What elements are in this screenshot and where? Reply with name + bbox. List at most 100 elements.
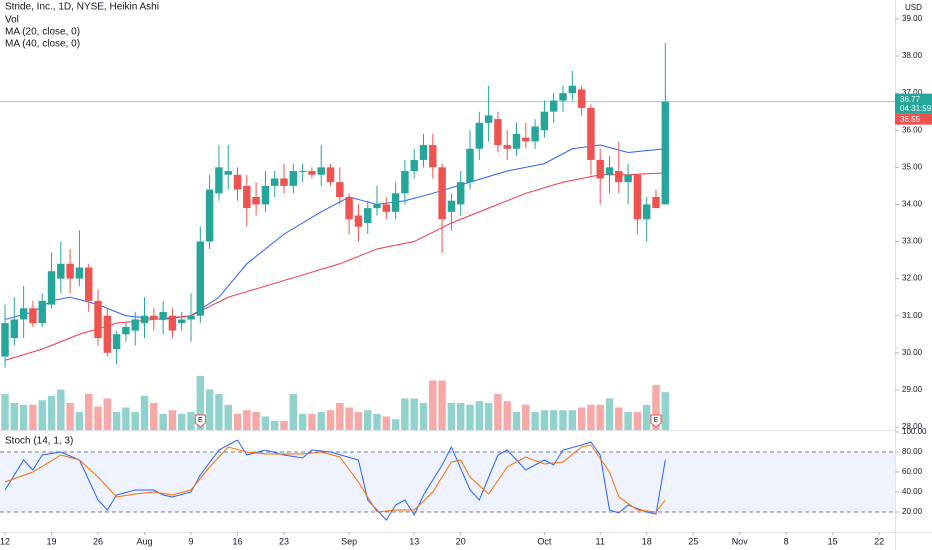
volume-bar	[243, 410, 251, 430]
candle-body	[57, 263, 65, 279]
volume-bar	[336, 403, 344, 430]
event-label: E	[198, 417, 203, 424]
volume-bar	[75, 412, 84, 430]
volume-bar	[652, 385, 660, 430]
volume-bar	[308, 413, 316, 430]
volume-bar	[1, 394, 9, 430]
candle-body	[391, 193, 400, 212]
candle-body	[624, 174, 632, 183]
x-tick-label: 20	[456, 536, 466, 546]
candle-body	[559, 93, 567, 101]
volume-bar	[484, 403, 493, 430]
chart-title: Stride, Inc., 1D, NYSE, Heikin Ashi	[5, 2, 159, 13]
candle-body	[75, 267, 84, 279]
candle-body	[363, 208, 372, 223]
candle-body	[596, 159, 604, 179]
candle-body	[66, 263, 74, 279]
volume-bar	[205, 389, 214, 430]
candle-body	[47, 271, 56, 305]
oscillator-band	[0, 452, 895, 512]
volume-bar	[298, 413, 307, 430]
y-tick-label: 20.00	[902, 507, 923, 516]
volume-bar	[215, 394, 223, 430]
candle-body	[112, 334, 121, 350]
moving-average-line	[4, 172, 666, 361]
volume-bar	[103, 398, 112, 430]
y-tick-label: 60.00	[902, 467, 923, 476]
volume-bar	[661, 392, 670, 430]
candle-body	[373, 204, 381, 209]
volume-bar	[289, 394, 298, 430]
volume-bar	[615, 407, 623, 430]
volume-bar	[549, 410, 558, 430]
y-tick-label: 30.00	[902, 348, 923, 357]
candle-body	[187, 315, 195, 320]
volume-bar	[456, 403, 465, 430]
candle-body	[494, 119, 502, 146]
volume-bar	[233, 413, 242, 430]
y-tick-label: 36.00	[902, 125, 923, 134]
volume-bar	[317, 412, 325, 430]
volume-bar	[261, 416, 270, 430]
x-tick-label: 16	[233, 536, 243, 546]
candle-body	[522, 137, 530, 142]
volume-bar	[633, 412, 642, 430]
volume-bar	[429, 380, 437, 430]
oscillator-line	[4, 444, 666, 513]
volume-bar	[382, 416, 391, 430]
candle-body	[19, 308, 28, 320]
candle-body	[419, 145, 428, 160]
candle-body	[568, 85, 577, 94]
candle-body	[308, 171, 316, 175]
x-tick-label: 25	[688, 536, 698, 546]
candle-body	[382, 204, 391, 212]
volume-bar	[642, 404, 651, 430]
volume-bar	[326, 410, 335, 430]
volume-bar	[522, 404, 530, 430]
volume-bar	[475, 401, 484, 430]
candle-body	[38, 300, 46, 324]
x-tick-label: 22	[874, 536, 884, 546]
candle-body	[438, 167, 446, 220]
volume-bar	[29, 404, 37, 430]
candle-body	[577, 89, 586, 108]
candle-body	[466, 148, 474, 183]
candle-body	[270, 178, 279, 186]
legend-item: MA (20, close, 0)	[5, 27, 80, 38]
candle-body	[652, 197, 660, 209]
candle-body	[159, 312, 167, 320]
volume-bar	[140, 395, 149, 430]
event-label: E	[654, 417, 659, 424]
candle-body	[354, 215, 363, 227]
volume-bar	[559, 410, 567, 430]
volume-bar	[177, 413, 186, 430]
candle-body	[661, 101, 670, 205]
candle-body	[289, 171, 298, 186]
volume-bar	[512, 412, 521, 430]
y-tick-label: 28.00	[902, 422, 923, 431]
volume-bar	[494, 394, 502, 430]
candle-body	[456, 182, 465, 205]
x-tick-label: 13	[409, 536, 419, 546]
candle-body	[512, 133, 521, 149]
candle-body	[150, 315, 158, 320]
candle-body	[298, 171, 307, 173]
event-marker	[650, 414, 662, 428]
candle-body	[168, 315, 177, 331]
volume-bar	[345, 407, 353, 430]
candle-body	[429, 145, 437, 168]
candle-body	[326, 167, 335, 183]
candle-body	[10, 319, 19, 338]
volume-bar	[112, 412, 121, 430]
volume-bar	[150, 403, 158, 430]
x-tick-label: 18	[642, 536, 652, 546]
volume-bar	[270, 421, 279, 430]
candle-body	[177, 319, 186, 324]
volume-bar	[66, 403, 74, 430]
close-marker-box	[895, 113, 932, 125]
candle-body	[587, 107, 595, 160]
candle-body	[29, 308, 37, 324]
volume-bar	[84, 394, 93, 430]
candle-body	[345, 197, 353, 220]
volume-bar	[419, 403, 428, 430]
